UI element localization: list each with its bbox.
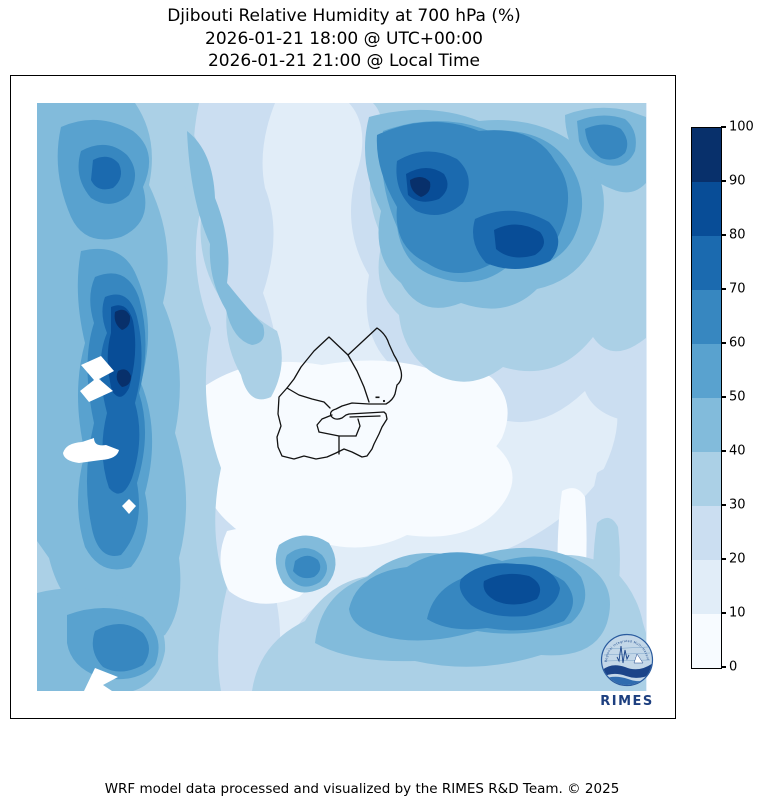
sail-icon bbox=[633, 653, 644, 664]
contour-level-80-90-shape bbox=[483, 573, 541, 605]
colorbar-tick bbox=[721, 234, 726, 236]
valid-time-utc: 2026-01-21 18:00 @ UTC+00:00 bbox=[205, 28, 483, 49]
seismograph-icon bbox=[616, 645, 630, 664]
rimes-logo-shape bbox=[605, 646, 649, 650]
djibouti-boundary-shape bbox=[316, 414, 333, 433]
djibouti-boundary-shape bbox=[347, 354, 370, 403]
colorbar-tick bbox=[721, 666, 726, 668]
colorbar-tick-label: 100 bbox=[729, 119, 754, 135]
contour-level-60-70-shape bbox=[293, 555, 321, 579]
colorbar-tick bbox=[721, 558, 726, 560]
colorbar-segment-90-100 bbox=[692, 128, 721, 182]
colorbar-segment-50-60 bbox=[692, 344, 721, 398]
no-data-patches bbox=[63, 356, 136, 691]
no-data-patches-shape bbox=[63, 438, 119, 463]
colorbar-tick bbox=[721, 180, 726, 182]
colorbar-tick-label: 80 bbox=[729, 227, 746, 243]
colorbar-segment-80-90 bbox=[692, 182, 721, 236]
title-block: Djibouti Relative Humidity at 700 hPa (%… bbox=[0, 5, 688, 73]
no-data-patches-shape bbox=[122, 499, 136, 514]
contour-level-40-50-shape bbox=[187, 131, 265, 345]
rimes-logo: Regional Integrated Multi-Hazard Early W… bbox=[596, 633, 654, 709]
rimes-logo-shape bbox=[603, 659, 651, 662]
colorbar-tick bbox=[721, 450, 726, 452]
colorbar-tick bbox=[721, 504, 726, 506]
colorbar-tick bbox=[721, 342, 726, 344]
contour-map bbox=[37, 103, 647, 691]
colorbar-segment-70-80 bbox=[692, 236, 721, 290]
colorbar-segment-60-70 bbox=[692, 290, 721, 344]
island-dash bbox=[375, 396, 380, 399]
contour-level-90-100-shape bbox=[116, 369, 131, 387]
colorbar bbox=[691, 127, 722, 669]
djibouti-boundary-shape bbox=[355, 418, 361, 437]
colorbar-segment-40-50 bbox=[692, 398, 721, 452]
rimes-logo-shape bbox=[603, 652, 651, 656]
colorbar-tick-label: 0 bbox=[729, 659, 738, 675]
colorbar-tick bbox=[721, 288, 726, 290]
contour-level-60-70-shape bbox=[585, 124, 628, 160]
colorbar-segment-30-40 bbox=[692, 452, 721, 506]
colorbar-tick-label: 20 bbox=[729, 551, 746, 567]
island-dot bbox=[382, 399, 386, 403]
colorbar-tick-label: 60 bbox=[729, 335, 746, 351]
colorbar-tick-label: 30 bbox=[729, 497, 746, 513]
contour-level-0-10-shape bbox=[427, 366, 508, 462]
colorbar-segment-10-20 bbox=[692, 560, 721, 614]
colorbar-tick-label: 50 bbox=[729, 389, 746, 405]
djibouti-boundary-shape bbox=[349, 415, 381, 418]
logo-acronym: RIMES bbox=[600, 694, 654, 709]
colorbar-segment-0-10 bbox=[692, 614, 721, 668]
colorbar-tick-label: 10 bbox=[729, 605, 746, 621]
no-data-patches-shape bbox=[80, 356, 114, 402]
contour-level-80-90-shape bbox=[494, 224, 544, 258]
map-frame: Regional Integrated Multi-Hazard Early W… bbox=[10, 75, 676, 719]
contour-level-70-80-shape bbox=[91, 156, 121, 190]
logo-wave-dark bbox=[602, 663, 652, 678]
contour-level-60-70-shape bbox=[92, 623, 149, 672]
colorbar-segment-20-30 bbox=[692, 506, 721, 560]
colorbar-tick bbox=[721, 612, 726, 614]
no-data-patches-shape bbox=[84, 668, 118, 691]
colorbar-tick-label: 90 bbox=[729, 173, 746, 189]
valid-time-local: 2026-01-21 21:00 @ Local Time bbox=[207, 51, 481, 71]
contour-level-90-100-shape bbox=[114, 309, 131, 330]
djibouti-boundary-shape bbox=[276, 327, 403, 460]
footer-credit: WRF model data processed and visualized … bbox=[104, 781, 620, 797]
contour-level-90-100-shape bbox=[410, 176, 431, 197]
page-title: Djibouti Relative Humidity at 700 hPa (%… bbox=[167, 6, 521, 26]
contour-level-90-100 bbox=[114, 176, 431, 387]
djibouti-boundary bbox=[276, 327, 403, 460]
colorbar-tick bbox=[721, 126, 726, 128]
djibouti-boundary-shape bbox=[286, 387, 331, 409]
colorbar-tick bbox=[721, 396, 726, 398]
colorbar-tick-label: 70 bbox=[729, 281, 746, 297]
colorbar-tick-label: 40 bbox=[729, 443, 746, 459]
